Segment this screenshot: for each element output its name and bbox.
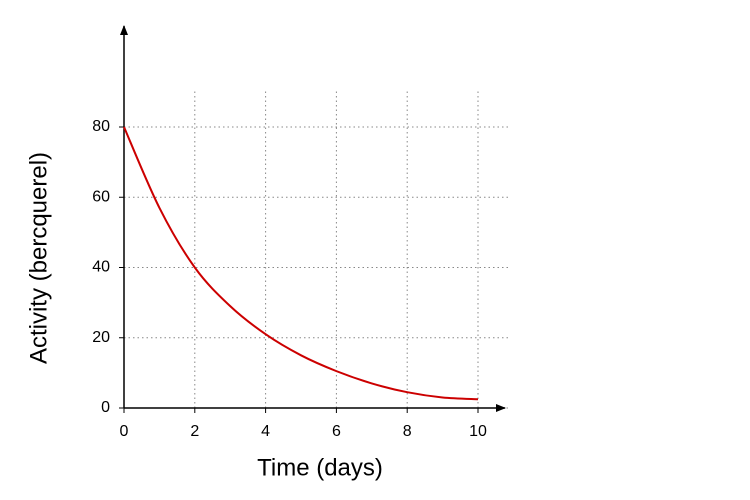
- line-series: [123, 126, 479, 401]
- x-tick-label: 4: [261, 423, 270, 440]
- y-tick-label: 40: [92, 259, 110, 276]
- x-tick-label: 10: [469, 423, 487, 440]
- y-axis-title: Activity (bercquerel): [25, 152, 52, 364]
- y-tick-label: 20: [92, 329, 110, 346]
- x-tick-label: 6: [332, 423, 341, 440]
- y-tick-label: 0: [101, 399, 110, 416]
- y-tick-label: 60: [92, 188, 110, 205]
- x-tick-label: 2: [190, 423, 199, 440]
- x-axis-title: Time (days): [257, 454, 383, 481]
- x-tick-label: 8: [403, 423, 412, 440]
- y-tick-label: 80: [92, 118, 110, 135]
- x-tick-label: 0: [120, 423, 129, 440]
